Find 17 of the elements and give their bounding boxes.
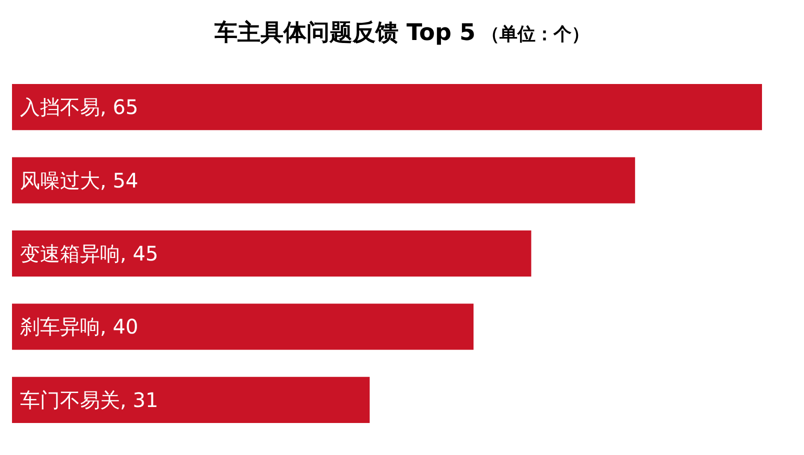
bar — [12, 304, 474, 350]
chart-title: 车主具体问题反馈 Top 5 — [214, 19, 476, 46]
bar — [12, 376, 370, 423]
y-tick-label: 入挡不易 — [20, 95, 100, 120]
bar — [12, 84, 762, 130]
data-label: , 65 — [100, 95, 138, 120]
bar — [12, 157, 636, 204]
data-label: , 54 — [100, 168, 138, 192]
data-label: , 45 — [120, 242, 158, 266]
y-tick-label: 车门不易关 — [20, 388, 120, 412]
data-label: , 40 — [100, 314, 138, 339]
bar — [12, 230, 532, 277]
data-label: , 31 — [120, 388, 158, 412]
chart-subtitle: （单位：个） — [481, 24, 590, 45]
y-tick-label: 变速箱异响 — [20, 242, 120, 266]
y-tick-label: 刹车异响 — [20, 314, 100, 339]
y-tick-label: 风噪过大 — [20, 168, 100, 192]
